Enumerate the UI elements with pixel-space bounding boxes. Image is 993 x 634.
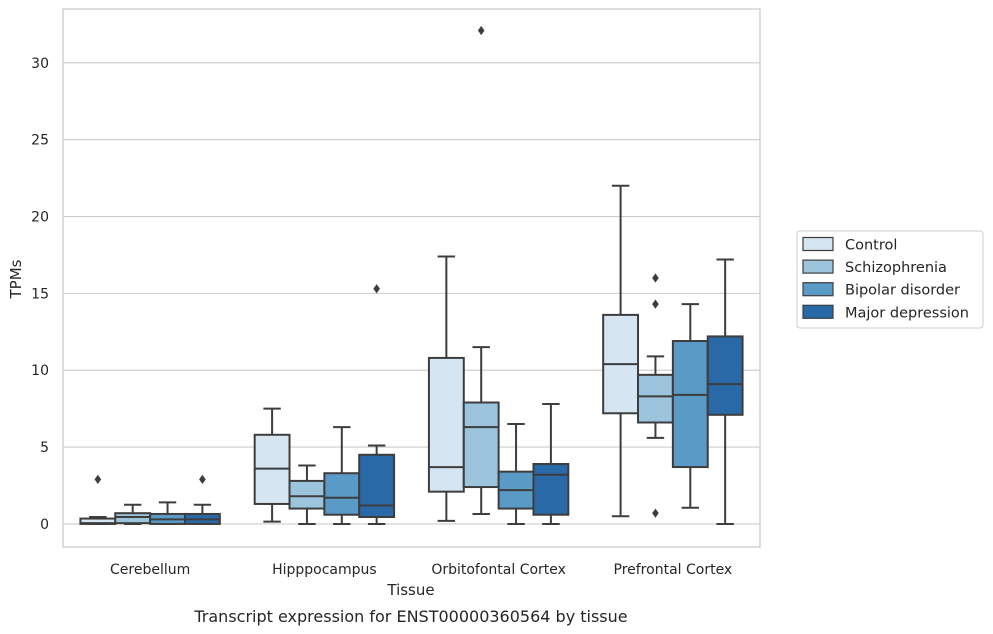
x-tick-label: Prefrontal Cortex	[614, 562, 733, 578]
y-tick-label: 25	[31, 133, 49, 149]
box-body	[323, 472, 361, 516]
box-1	[149, 501, 186, 525]
legend-swatch	[802, 236, 834, 252]
x-tick-label: Orbitofontal Cortex	[431, 562, 566, 578]
box-2	[323, 426, 361, 525]
x-axis-label: Tissue	[386, 581, 434, 599]
box-series	[79, 25, 744, 525]
box-3	[532, 403, 570, 525]
box-4	[602, 184, 640, 518]
box-4	[671, 303, 709, 509]
chart-caption: Transcript expression for ENST0000036056…	[193, 607, 627, 626]
box-body	[358, 453, 396, 519]
box-4	[706, 258, 744, 525]
box-1	[114, 503, 152, 525]
legend-label: Bipolar disorder	[845, 283, 960, 299]
box-1	[183, 474, 221, 525]
legend: Control Schizophrenia Bipolar disorder Majo…	[796, 230, 984, 329]
box-body	[637, 373, 674, 424]
legend-label: Control	[845, 238, 897, 254]
box-body	[288, 479, 326, 510]
box-2	[288, 464, 326, 525]
outlier-point	[652, 299, 659, 309]
legend-frame	[796, 230, 984, 329]
y-tick-label: 15	[31, 286, 49, 302]
legend-swatch	[802, 304, 834, 319]
box-body	[706, 335, 744, 416]
outlier-point	[373, 284, 380, 294]
box-1	[79, 474, 117, 525]
box-body	[114, 512, 152, 525]
outlier-point	[477, 25, 485, 36]
x-tick-label: Hipppocampus	[272, 562, 377, 578]
box-body	[671, 340, 709, 469]
series-bipolar-disorder	[149, 303, 709, 525]
y-tick-label: 0	[40, 517, 49, 533]
y-tick-label: 5	[40, 440, 49, 456]
outlier-point	[652, 508, 659, 518]
outlier-point	[94, 474, 102, 484]
box-body	[427, 356, 465, 493]
legend-label: Schizophrenia	[845, 260, 947, 276]
plot-area	[62, 8, 761, 548]
box-3	[462, 25, 500, 515]
legend-label: Major depression	[845, 305, 969, 321]
series-control	[79, 184, 640, 525]
series-schizophrenia	[114, 25, 674, 525]
box-3	[427, 255, 465, 522]
outlier-point	[199, 474, 206, 484]
y-tick-label: 20	[31, 210, 49, 226]
y-axis-label: TPMs	[7, 259, 25, 299]
x-tick-labels: Cerebellum Hipppocampus Orbitofontal Corte…	[110, 562, 732, 578]
box-body	[532, 462, 570, 516]
box-2	[253, 407, 291, 523]
series-major-depression	[183, 258, 744, 525]
x-tick-label: Cerebellum	[110, 562, 190, 578]
legend-swatch	[802, 259, 834, 274]
y-tick-labels: 0 5 10 15 20 25 30	[31, 56, 49, 533]
outlier-point	[652, 273, 659, 283]
box-4	[637, 273, 674, 518]
box-2	[358, 284, 396, 525]
legend-swatch	[802, 282, 834, 297]
y-tick-label: 30	[31, 56, 49, 72]
box-body	[462, 401, 500, 489]
y-tick-label: 10	[31, 363, 49, 379]
